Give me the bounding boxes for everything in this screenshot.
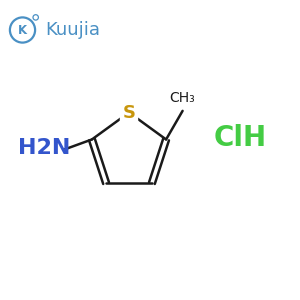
Text: S: S [122,103,136,122]
Text: CH₃: CH₃ [170,92,196,106]
Text: Kuujia: Kuujia [45,21,100,39]
Text: H2N: H2N [18,138,70,158]
Text: K: K [18,23,27,37]
Text: ClH: ClH [213,124,267,152]
